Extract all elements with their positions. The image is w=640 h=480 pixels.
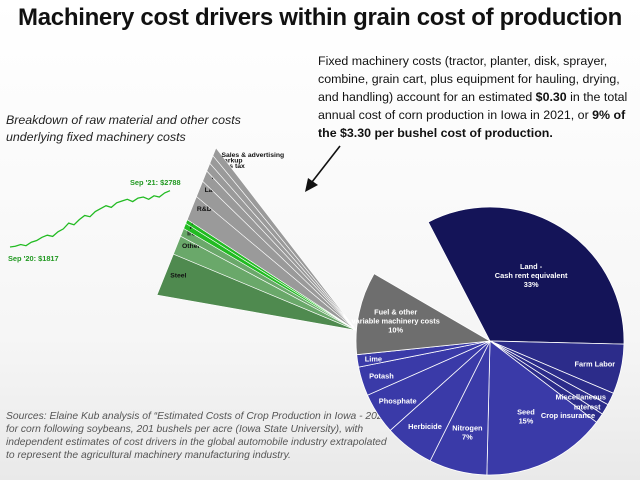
sources-note: Sources: Elaine Kub analysis of “Estimat… bbox=[6, 411, 392, 461]
callout-bold2: 9% of the $3.30 per bushel cost of produ… bbox=[318, 108, 626, 140]
callout-part1: Fixed machinery costs (tractor, planter,… bbox=[318, 54, 620, 104]
pie-label: 15% bbox=[519, 416, 534, 425]
pie-label: Cash rent equivalent bbox=[495, 271, 568, 280]
page-title: Machinery cost drivers within grain cost… bbox=[18, 4, 622, 31]
pie-label: Land - bbox=[520, 262, 543, 271]
callout-text: Fixed machinery costs (tractor, planter,… bbox=[318, 52, 636, 142]
pie-label: 10% bbox=[388, 326, 403, 335]
line-end-label: Sep '21: $2788 bbox=[130, 178, 181, 187]
fan-label: Sales & advertising bbox=[221, 152, 284, 159]
pie-label: Potash bbox=[369, 371, 394, 380]
pie-label: Crop insurance bbox=[541, 411, 595, 420]
line-start-label: Sep '20: $1817 bbox=[8, 254, 59, 263]
callout-arrow bbox=[305, 145, 341, 192]
callout-part2: in the total annual cost of corn product… bbox=[318, 90, 628, 122]
pie-label: Lime bbox=[365, 355, 382, 364]
price-line bbox=[9, 190, 171, 248]
pie-label: Phosphate bbox=[379, 397, 417, 406]
price-line-chart: Sep '20: $1817 Sep '21: $2788 bbox=[8, 178, 181, 263]
fan-label: Steel bbox=[170, 273, 186, 280]
pie-label: 33% bbox=[524, 280, 539, 289]
pie-label: Interest bbox=[574, 403, 601, 412]
pie-slice bbox=[355, 273, 492, 356]
fan-label: Markup bbox=[218, 158, 242, 165]
breakdown-label: Breakdown of raw material and other cost… bbox=[6, 113, 241, 144]
pie-label: Herbicide bbox=[408, 422, 442, 431]
pie-label: Farm Labor bbox=[574, 360, 615, 369]
pie-label: 7% bbox=[462, 433, 473, 442]
pie-slice bbox=[427, 206, 625, 345]
pie-label: Nitrogen bbox=[452, 424, 483, 433]
pie-label: variable machinery costs bbox=[352, 317, 440, 326]
callout-bold1: $0.30 bbox=[535, 90, 567, 104]
fan-label: R&D bbox=[197, 206, 212, 213]
machinery-fan: SteelOther materialsIronPlasticAluminumR… bbox=[156, 147, 357, 331]
fan-wedge bbox=[212, 147, 357, 331]
pie-slice bbox=[486, 340, 598, 476]
pie-label: Miscellaneous bbox=[555, 393, 606, 402]
pie-label: Fuel & other bbox=[374, 308, 417, 317]
pie-label: Seed bbox=[517, 407, 535, 416]
